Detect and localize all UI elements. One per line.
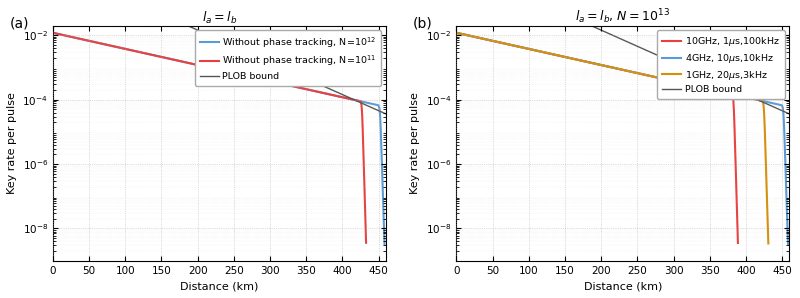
4GHz, 10$\mu$s,10kHz	[594, 63, 603, 66]
Without phase tracking, N=10$^{11}$	[106, 44, 115, 47]
10GHz, 1$\mu$s,100kHz	[594, 63, 603, 66]
Without phase tracking, N=10$^{12}$	[190, 63, 200, 66]
PLOB bound	[742, 93, 752, 97]
4GHz, 10$\mu$s,10kHz	[510, 44, 519, 47]
4GHz, 10$\mu$s,10kHz	[490, 39, 499, 43]
Without phase tracking, N=10$^{12}$	[48, 31, 58, 35]
Line: Without phase tracking, N=10$^{11}$: Without phase tracking, N=10$^{11}$	[53, 33, 366, 243]
Text: (a): (a)	[10, 16, 29, 30]
PLOB bound	[381, 112, 390, 116]
Line: 1GHz, 20$\mu$s,3kHz: 1GHz, 20$\mu$s,3kHz	[457, 33, 768, 243]
10GHz, 1$\mu$s,100kHz	[490, 39, 499, 43]
Without phase tracking, N=10$^{12}$	[338, 96, 348, 99]
Without phase tracking, N=10$^{12}$	[374, 106, 384, 110]
Line: 10GHz, 1$\mu$s,100kHz: 10GHz, 1$\mu$s,100kHz	[457, 33, 738, 243]
Without phase tracking, N=10$^{11}$	[190, 63, 200, 66]
PLOB bound	[374, 109, 384, 113]
X-axis label: Distance (km): Distance (km)	[584, 281, 662, 291]
PLOB bound	[778, 109, 787, 113]
Title: $l_a = l_b$: $l_a = l_b$	[202, 10, 237, 26]
4GHz, 10$\mu$s,10kHz	[452, 31, 462, 35]
Without phase tracking, N=10$^{12}$	[86, 39, 96, 43]
Legend: 10GHz, 1$\mu$s,100kHz, 4GHz, 10$\mu$s,10kHz, 1GHz, 20$\mu$s,3kHz, PLOB bound: 10GHz, 1$\mu$s,100kHz, 4GHz, 10$\mu$s,10…	[658, 30, 785, 99]
PLOB bound	[594, 27, 603, 31]
Without phase tracking, N=10$^{11}$	[338, 96, 348, 99]
1GHz, 20$\mu$s,3kHz	[594, 63, 603, 66]
Text: (b): (b)	[413, 16, 433, 30]
Without phase tracking, N=10$^{11}$	[176, 59, 186, 63]
1GHz, 20$\mu$s,3kHz	[510, 44, 519, 47]
Title: $l_a = l_b$, $N = 10^{13}$: $l_a = l_b$, $N = 10^{13}$	[575, 7, 670, 26]
X-axis label: Distance (km): Distance (km)	[180, 281, 258, 291]
PLOB bound	[338, 93, 348, 97]
1GHz, 20$\mu$s,3kHz	[579, 59, 589, 63]
Line: 4GHz, 10$\mu$s,10kHz: 4GHz, 10$\mu$s,10kHz	[457, 33, 788, 244]
Without phase tracking, N=10$^{11}$	[86, 39, 96, 43]
Without phase tracking, N=10$^{11}$	[48, 31, 58, 35]
4GHz, 10$\mu$s,10kHz	[579, 59, 589, 63]
Line: PLOB bound: PLOB bound	[457, 0, 790, 114]
10GHz, 1$\mu$s,100kHz	[510, 44, 519, 47]
10GHz, 1$\mu$s,100kHz	[579, 59, 589, 63]
Line: PLOB bound: PLOB bound	[53, 0, 386, 114]
Without phase tracking, N=10$^{12}$	[176, 59, 186, 63]
Line: Without phase tracking, N=10$^{12}$: Without phase tracking, N=10$^{12}$	[53, 33, 385, 244]
4GHz, 10$\mu$s,10kHz	[742, 96, 752, 99]
4GHz, 10$\mu$s,10kHz	[778, 106, 787, 110]
PLOB bound	[190, 27, 200, 31]
1GHz, 20$\mu$s,3kHz	[490, 39, 499, 43]
Legend: Without phase tracking, N=10$^{12}$, Without phase tracking, N=10$^{11}$, PLOB b: Without phase tracking, N=10$^{12}$, Wit…	[195, 30, 381, 86]
Y-axis label: Key rate per pulse: Key rate per pulse	[7, 92, 17, 194]
Without phase tracking, N=10$^{12}$	[106, 44, 115, 47]
PLOB bound	[785, 112, 794, 116]
PLOB bound	[579, 21, 589, 24]
PLOB bound	[176, 21, 186, 24]
10GHz, 1$\mu$s,100kHz	[452, 31, 462, 35]
1GHz, 20$\mu$s,3kHz	[742, 96, 752, 99]
1GHz, 20$\mu$s,3kHz	[452, 31, 462, 35]
Y-axis label: Key rate per pulse: Key rate per pulse	[410, 92, 421, 194]
